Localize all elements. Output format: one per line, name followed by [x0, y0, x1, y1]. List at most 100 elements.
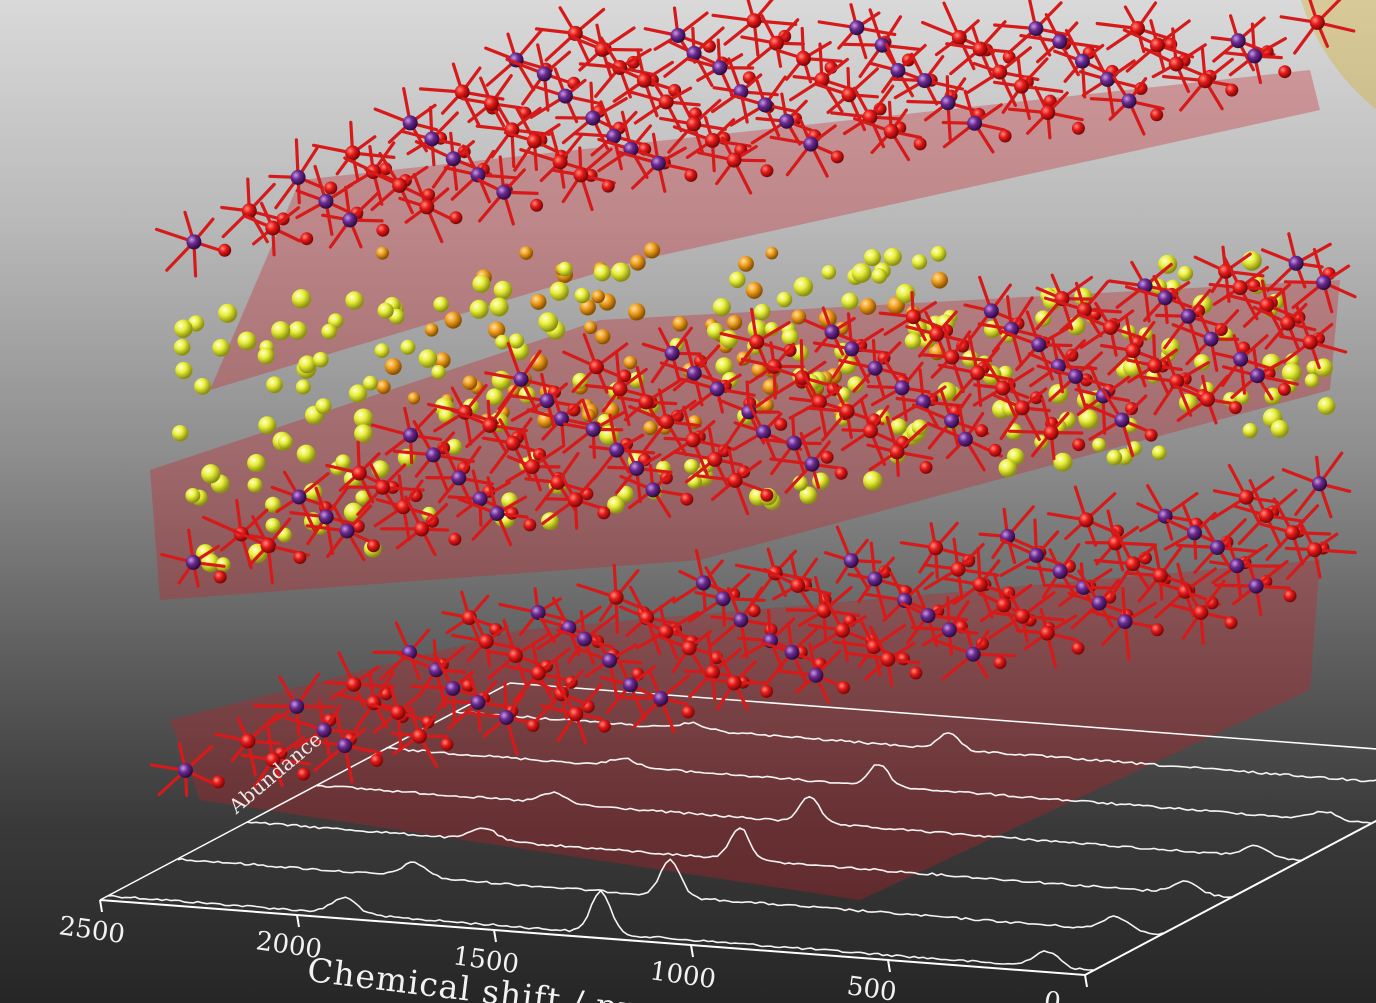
- framework-atom: [1147, 358, 1163, 374]
- guest-atom: [348, 384, 368, 403]
- center-atom: [585, 421, 601, 437]
- center-atom: [539, 393, 555, 409]
- center-atom: [915, 394, 931, 410]
- center-atom: [712, 60, 728, 76]
- framework-atom: [588, 359, 604, 375]
- framework-atom: [293, 551, 307, 564]
- center-atom: [557, 88, 573, 104]
- framework-atom: [265, 752, 281, 768]
- center-atom: [513, 371, 529, 387]
- framework-atom: [816, 603, 832, 619]
- framework-atom: [376, 223, 390, 237]
- guest-atom: [1151, 445, 1167, 461]
- framework-atom: [370, 753, 384, 767]
- framework-atom: [1237, 341, 1251, 355]
- framework-atom: [1014, 78, 1029, 94]
- framework-atom: [684, 168, 698, 182]
- framework-atom: [944, 349, 960, 365]
- guest-atom-orange: [623, 355, 638, 370]
- framework-atom: [1039, 625, 1055, 641]
- framework-atom: [454, 84, 470, 100]
- guest-atom: [298, 355, 317, 374]
- framework-atom: [1197, 73, 1213, 89]
- guest-atom: [508, 333, 525, 349]
- guest-atom-orange: [595, 329, 611, 345]
- center-atom: [425, 447, 441, 463]
- guest-atom: [841, 292, 859, 310]
- spectrum-trace: [316, 784, 1302, 862]
- framework-atom: [1014, 400, 1030, 416]
- center-atom: [290, 169, 306, 185]
- framework-atom: [448, 532, 462, 546]
- center-atom: [470, 167, 486, 183]
- framework-atom: [1150, 623, 1164, 637]
- framework-atom: [346, 676, 362, 692]
- center-atom: [653, 691, 669, 706]
- framework-atom: [834, 622, 850, 638]
- guest-atom: [549, 281, 569, 301]
- guest-atom: [291, 289, 312, 309]
- center-atom: [1100, 72, 1115, 87]
- guest-atom: [847, 376, 864, 393]
- center-atom: [339, 523, 355, 539]
- guest-atom: [353, 408, 374, 428]
- framework-atom: [883, 123, 899, 139]
- center-atom: [1312, 476, 1327, 492]
- framework-atom: [597, 719, 611, 733]
- center-atom: [629, 460, 645, 476]
- layer-plane: [210, 70, 1320, 390]
- guest-atom: [712, 298, 731, 317]
- center-atom: [786, 435, 802, 451]
- framework-atom: [1078, 512, 1094, 528]
- guest-atom: [1270, 419, 1289, 438]
- framework-atom: [841, 87, 857, 103]
- center-atom: [1031, 337, 1047, 353]
- framework-atom: [461, 610, 477, 626]
- center-atom: [445, 151, 461, 167]
- center-atom: [1074, 53, 1090, 69]
- guest-atom: [486, 388, 504, 406]
- x-tick-label: 500: [845, 971, 898, 1003]
- guest-atom-orange: [579, 299, 596, 316]
- framework-atom: [658, 94, 674, 110]
- guest-atom-orange: [488, 321, 506, 339]
- framework-atom: [1149, 37, 1165, 53]
- framework-atom: [530, 198, 544, 212]
- framework-atom: [1238, 489, 1254, 505]
- guest-atom: [911, 254, 928, 270]
- center-atom: [804, 456, 820, 472]
- framework-atom: [573, 167, 589, 183]
- framework-atom: [1043, 94, 1057, 108]
- guest-atom-orange: [583, 320, 598, 335]
- framework-atom: [390, 705, 406, 720]
- spectrum-trace: [177, 857, 1164, 936]
- guest-atom: [377, 302, 394, 319]
- center-atom: [920, 608, 936, 624]
- guest-atom: [363, 375, 378, 391]
- center-atom: [1028, 21, 1044, 37]
- guest-atom: [257, 347, 275, 365]
- framework-atom: [686, 116, 702, 132]
- framework-atom: [972, 577, 988, 592]
- framework-atom: [1144, 428, 1158, 442]
- center-atom: [451, 470, 467, 486]
- center-atom: [536, 66, 552, 82]
- guest-atom: [1242, 423, 1258, 439]
- guest-atom: [321, 323, 337, 340]
- framework-atom: [1302, 334, 1318, 350]
- center-atom: [944, 413, 960, 429]
- framework-atom: [422, 188, 436, 202]
- center-atom: [967, 115, 983, 131]
- center-atom: [983, 303, 999, 319]
- center-atom: [177, 762, 193, 778]
- framework-atom: [1071, 121, 1085, 135]
- framework-atom: [970, 365, 986, 381]
- framework-atom: [567, 403, 581, 417]
- guest-atom: [1317, 397, 1336, 415]
- guest-atom: [296, 444, 316, 464]
- guest-atom: [557, 261, 573, 277]
- framework-atom: [705, 664, 720, 680]
- guest-atom: [472, 275, 491, 293]
- framework-atom: [1043, 425, 1059, 441]
